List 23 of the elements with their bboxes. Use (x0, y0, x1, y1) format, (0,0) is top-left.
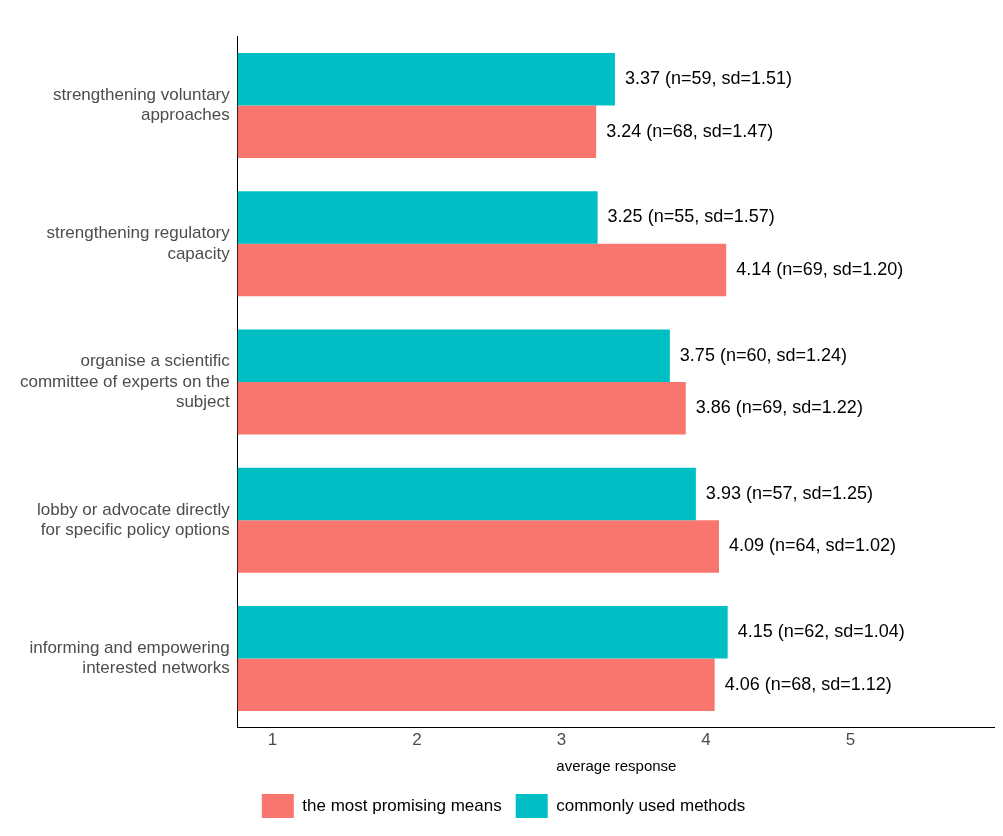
x-tick-label: 2 (412, 730, 422, 750)
y-tick-label: lobby or advocate directly for specific policy options (36, 499, 231, 540)
legend-label: the most promising means (302, 795, 502, 815)
data-label: 3.86 (n=69, sd=1.22) (695, 397, 863, 418)
data-label: 4.09 (n=64, sd=1.02) (728, 535, 897, 556)
x-axis-title: average response (556, 757, 677, 775)
x-tick-label: 5 (845, 730, 856, 750)
x-tick-label: 3 (556, 730, 567, 750)
y-tick-label: organise a scientific committee of experts on the subject (19, 351, 231, 412)
x-tick-label: 1 (267, 730, 278, 750)
data-label: 3.37 (n=59, sd=1.51) (624, 68, 793, 89)
legend-label: commonly used methods (556, 795, 746, 815)
data-label: 3.93 (n=57, sd=1.25) (705, 482, 873, 503)
y-tick-label: strengthening voluntary approaches (53, 85, 231, 125)
y-tick-label: strengthening regulatory capacity (46, 223, 231, 263)
data-label: 3.25 (n=55, sd=1.57) (607, 206, 775, 227)
y-tick-label: informing and empowering interested networks (29, 637, 230, 678)
data-label: 4.06 (n=68, sd=1.12) (724, 673, 892, 694)
data-label: 3.24 (n=68, sd=1.47) (606, 120, 774, 141)
data-label: 4.14 (n=69, sd=1.20) (736, 258, 904, 279)
data-label: 3.75 (n=60, sd=1.24) (679, 344, 847, 365)
x-tick-label: 4 (701, 730, 711, 750)
data-label: 4.15 (n=62, sd=1.04) (737, 621, 905, 642)
